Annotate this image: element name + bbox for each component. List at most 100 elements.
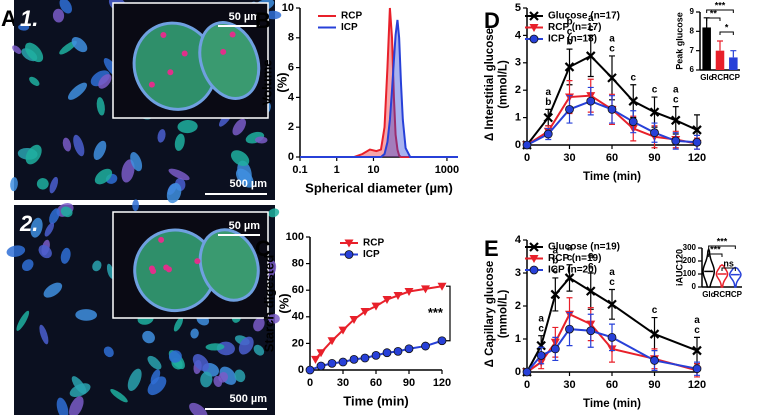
y-tick-label: 4 [515,29,522,41]
y-tick-label: 7 [690,46,695,55]
significance-label: * [725,22,729,32]
significance-letter: b [566,17,572,28]
significance-letter: c [538,323,544,334]
x-tick-label: 10 [367,164,379,176]
cell [44,222,55,237]
marker [564,62,575,72]
marker [522,367,532,377]
significance-letter: a [588,251,594,262]
x-axis-label: Time (min) [343,393,409,408]
y-tick-label: 3 [515,57,521,69]
violin [715,264,729,288]
cell [93,140,107,161]
y-tick-label: 80 [292,258,304,270]
x-tick-label: 120 [688,379,706,391]
x-tick-label: ICP [729,290,743,299]
cell [168,350,182,363]
significance-letter: c [694,325,700,336]
significance-label: ** [710,8,718,18]
marker [529,24,539,32]
granule [148,265,155,272]
x-tick-label: 60 [606,379,618,391]
marker [360,307,370,316]
cell [268,208,280,218]
x-tick-label: 120 [433,377,451,389]
cell [67,82,88,100]
significance-bracket [708,253,723,257]
x-tick-label: Glc [700,73,713,82]
marker [421,341,430,351]
marker [649,107,660,117]
marker [628,117,638,127]
significance-letter: b [552,256,558,267]
marker [607,73,617,83]
marker [349,354,359,364]
significance-label: *** [710,244,721,254]
y-tick-label: 40 [292,311,304,323]
y-tick-label: 1 [515,333,521,345]
legend-label: ICP (n=20) [548,265,597,276]
error-bar [717,40,723,51]
marker [536,351,546,360]
legend-label: Glucose (n=17) [548,11,620,22]
legend-label: ICP [363,249,380,260]
cell [255,136,268,144]
marker [522,140,532,150]
y-tick-label: 20 [292,337,304,349]
marker [360,353,370,363]
cell [49,208,60,224]
cell [60,247,71,264]
x-tick-label: ICP [727,73,741,82]
panel-label: C [255,236,271,261]
y-tick-label: 0 [692,282,697,291]
significance-letter: a [673,84,679,95]
marker [565,104,574,114]
x-tick-label: 60 [606,152,618,164]
significance-letter: a [609,34,615,45]
y-axis-label: Starch digested [261,255,276,353]
cell [147,376,167,396]
granule [181,50,188,57]
marker [437,282,447,291]
x-tick-label: Glc [702,290,715,299]
y-axis-label: (%) [274,72,289,92]
y-tick-label: 1 [515,112,521,124]
y-axis-label: Δ Interstitial glucose [484,28,496,141]
cell [130,152,143,172]
marker [550,289,561,300]
marker [607,104,617,114]
cell [56,397,69,415]
marker [404,288,414,297]
panel-label: A [1,6,17,31]
cell [96,97,105,116]
cell [106,263,115,279]
marker [305,365,315,375]
x-tick-label: RCP [714,290,732,299]
significance-letter: c [630,72,636,83]
violin [702,248,716,288]
significance-letter: b [566,37,572,48]
significance-letter: c [652,305,658,316]
marker [344,239,354,248]
y-tick-label: 8 [690,26,695,35]
cell [25,42,44,63]
significance-letter: b [545,97,551,108]
marker [327,358,337,368]
x-tick-label: 30 [563,379,575,391]
y-tick-label: 0 [288,151,294,163]
cell [110,389,128,403]
y-axis-label: Volume [259,60,274,106]
y-tick-label: 0 [298,364,304,376]
image-number: 2. [19,211,38,236]
cotyledon-cell [198,21,261,100]
marker [371,350,381,360]
significance-bracket [721,267,736,271]
y-axis-label: iAUC120 [674,249,684,286]
marker [585,51,596,61]
x-axis-label: Spherical diameter (µm) [305,180,453,195]
x-tick-label: 1000 [435,164,459,176]
cell [71,37,88,53]
y-tick-label: 60 [292,284,304,296]
marker [393,292,403,301]
